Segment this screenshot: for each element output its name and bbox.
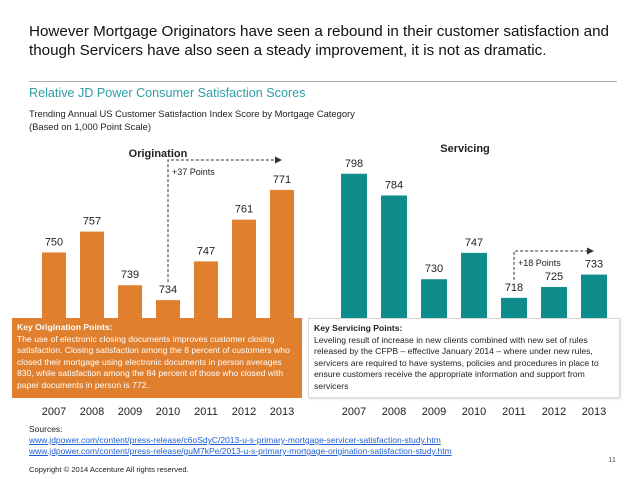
servicing-tick-label-2007: 2007 [342, 406, 366, 418]
servicing-value-label-2010: 747 [465, 237, 483, 249]
origination-value-label-2012: 761 [235, 204, 253, 216]
origination-tick-label-2008: 2008 [80, 406, 104, 418]
servicing-chart-title: Servicing [440, 143, 490, 155]
page-number: 11 [608, 455, 616, 464]
servicing-bar-2013 [581, 274, 607, 318]
origination-value-label-2011: 747 [197, 245, 215, 257]
servicing-tick-label-2013: 2013 [582, 406, 606, 418]
slide-headline: However Mortgage Originators have seen a… [29, 23, 609, 59]
servicing-bar-2011 [501, 297, 527, 318]
sources-label: Sources: [29, 424, 63, 434]
sources: Sources: www.jdpower.com/content/press-r… [29, 424, 452, 457]
key-origination-title: Key Origination Points: [17, 322, 113, 332]
description-line-2: (Based on 1,000 Point Scale) [29, 121, 151, 132]
servicing-bar-2010 [461, 252, 487, 318]
servicing-annotation-arrow [513, 247, 594, 280]
servicing-tick-label-2008: 2008 [382, 406, 406, 418]
copyright: Copyright © 2014 Accenture All rights re… [29, 465, 189, 474]
origination-tick-label-2009: 2009 [118, 406, 142, 418]
origination-value-label-2009: 739 [121, 269, 139, 281]
servicing-bar-2009 [421, 279, 447, 318]
servicing-value-label-2007: 798 [345, 158, 363, 170]
origination-tick-label-2013: 2013 [270, 406, 294, 418]
key-servicing-text: Leveling result of increase in new clien… [314, 334, 599, 391]
servicing-tick-label-2009: 2009 [422, 406, 446, 418]
servicing-bar-2007 [341, 173, 367, 318]
source-link-servicer[interactable]: www.jdpower.com/content/press-release/c6… [29, 435, 441, 445]
chart-description: Trending Annual US Customer Satisfaction… [29, 107, 355, 133]
slide-subtitle: Relative JD Power Consumer Satisfaction … [29, 86, 306, 100]
key-origination-text: The use of electronic closing documents … [17, 333, 290, 390]
servicing-tick-label-2011: 2011 [502, 406, 526, 418]
origination-annotation-label: +37 Points [172, 167, 215, 177]
description-line-1: Trending Annual US Customer Satisfaction… [29, 108, 355, 119]
source-link-origination[interactable]: www.jdpower.com/content/press-release/gu… [29, 446, 452, 456]
servicing-value-label-2013: 733 [585, 259, 603, 271]
origination-tick-label-2011: 2011 [194, 406, 218, 418]
origination-bar-2011 [194, 261, 218, 318]
servicing-value-label-2011: 718 [505, 282, 523, 294]
key-servicing-title: Key Servicing Points: [314, 323, 403, 333]
title-divider [29, 81, 617, 82]
origination-value-label-2007: 750 [45, 236, 63, 248]
servicing-value-label-2009: 730 [425, 263, 443, 275]
servicing-bar-2008 [381, 195, 407, 318]
servicing-annotation-label: +18 Points [518, 258, 561, 268]
servicing-value-label-2012: 725 [545, 271, 563, 283]
servicing-bar-2012 [541, 286, 567, 318]
origination-chart-title: Origination [129, 148, 188, 160]
origination-value-label-2013: 771 [273, 174, 291, 186]
origination-bar-2013 [270, 189, 294, 318]
origination-bar-2008 [80, 231, 104, 318]
key-origination-points-box: Key Origination Points: The use of elect… [12, 318, 302, 398]
origination-bar-2007 [42, 252, 66, 318]
origination-value-label-2010: 734 [159, 284, 177, 296]
origination-tick-label-2010: 2010 [156, 406, 180, 418]
origination-value-label-2008: 757 [83, 216, 101, 228]
servicing-value-label-2008: 784 [385, 179, 403, 191]
origination-annotation-arrow [167, 156, 282, 283]
origination-bar-2009 [118, 285, 142, 318]
origination-bar-2012 [232, 219, 256, 318]
origination-tick-label-2012: 2012 [232, 406, 256, 418]
servicing-tick-label-2010: 2010 [462, 406, 486, 418]
servicing-tick-label-2012: 2012 [542, 406, 566, 418]
key-servicing-points-box: Key Servicing Points: Leveling result of… [308, 318, 620, 398]
origination-bar-2010 [156, 300, 180, 318]
origination-tick-label-2007: 2007 [42, 406, 66, 418]
